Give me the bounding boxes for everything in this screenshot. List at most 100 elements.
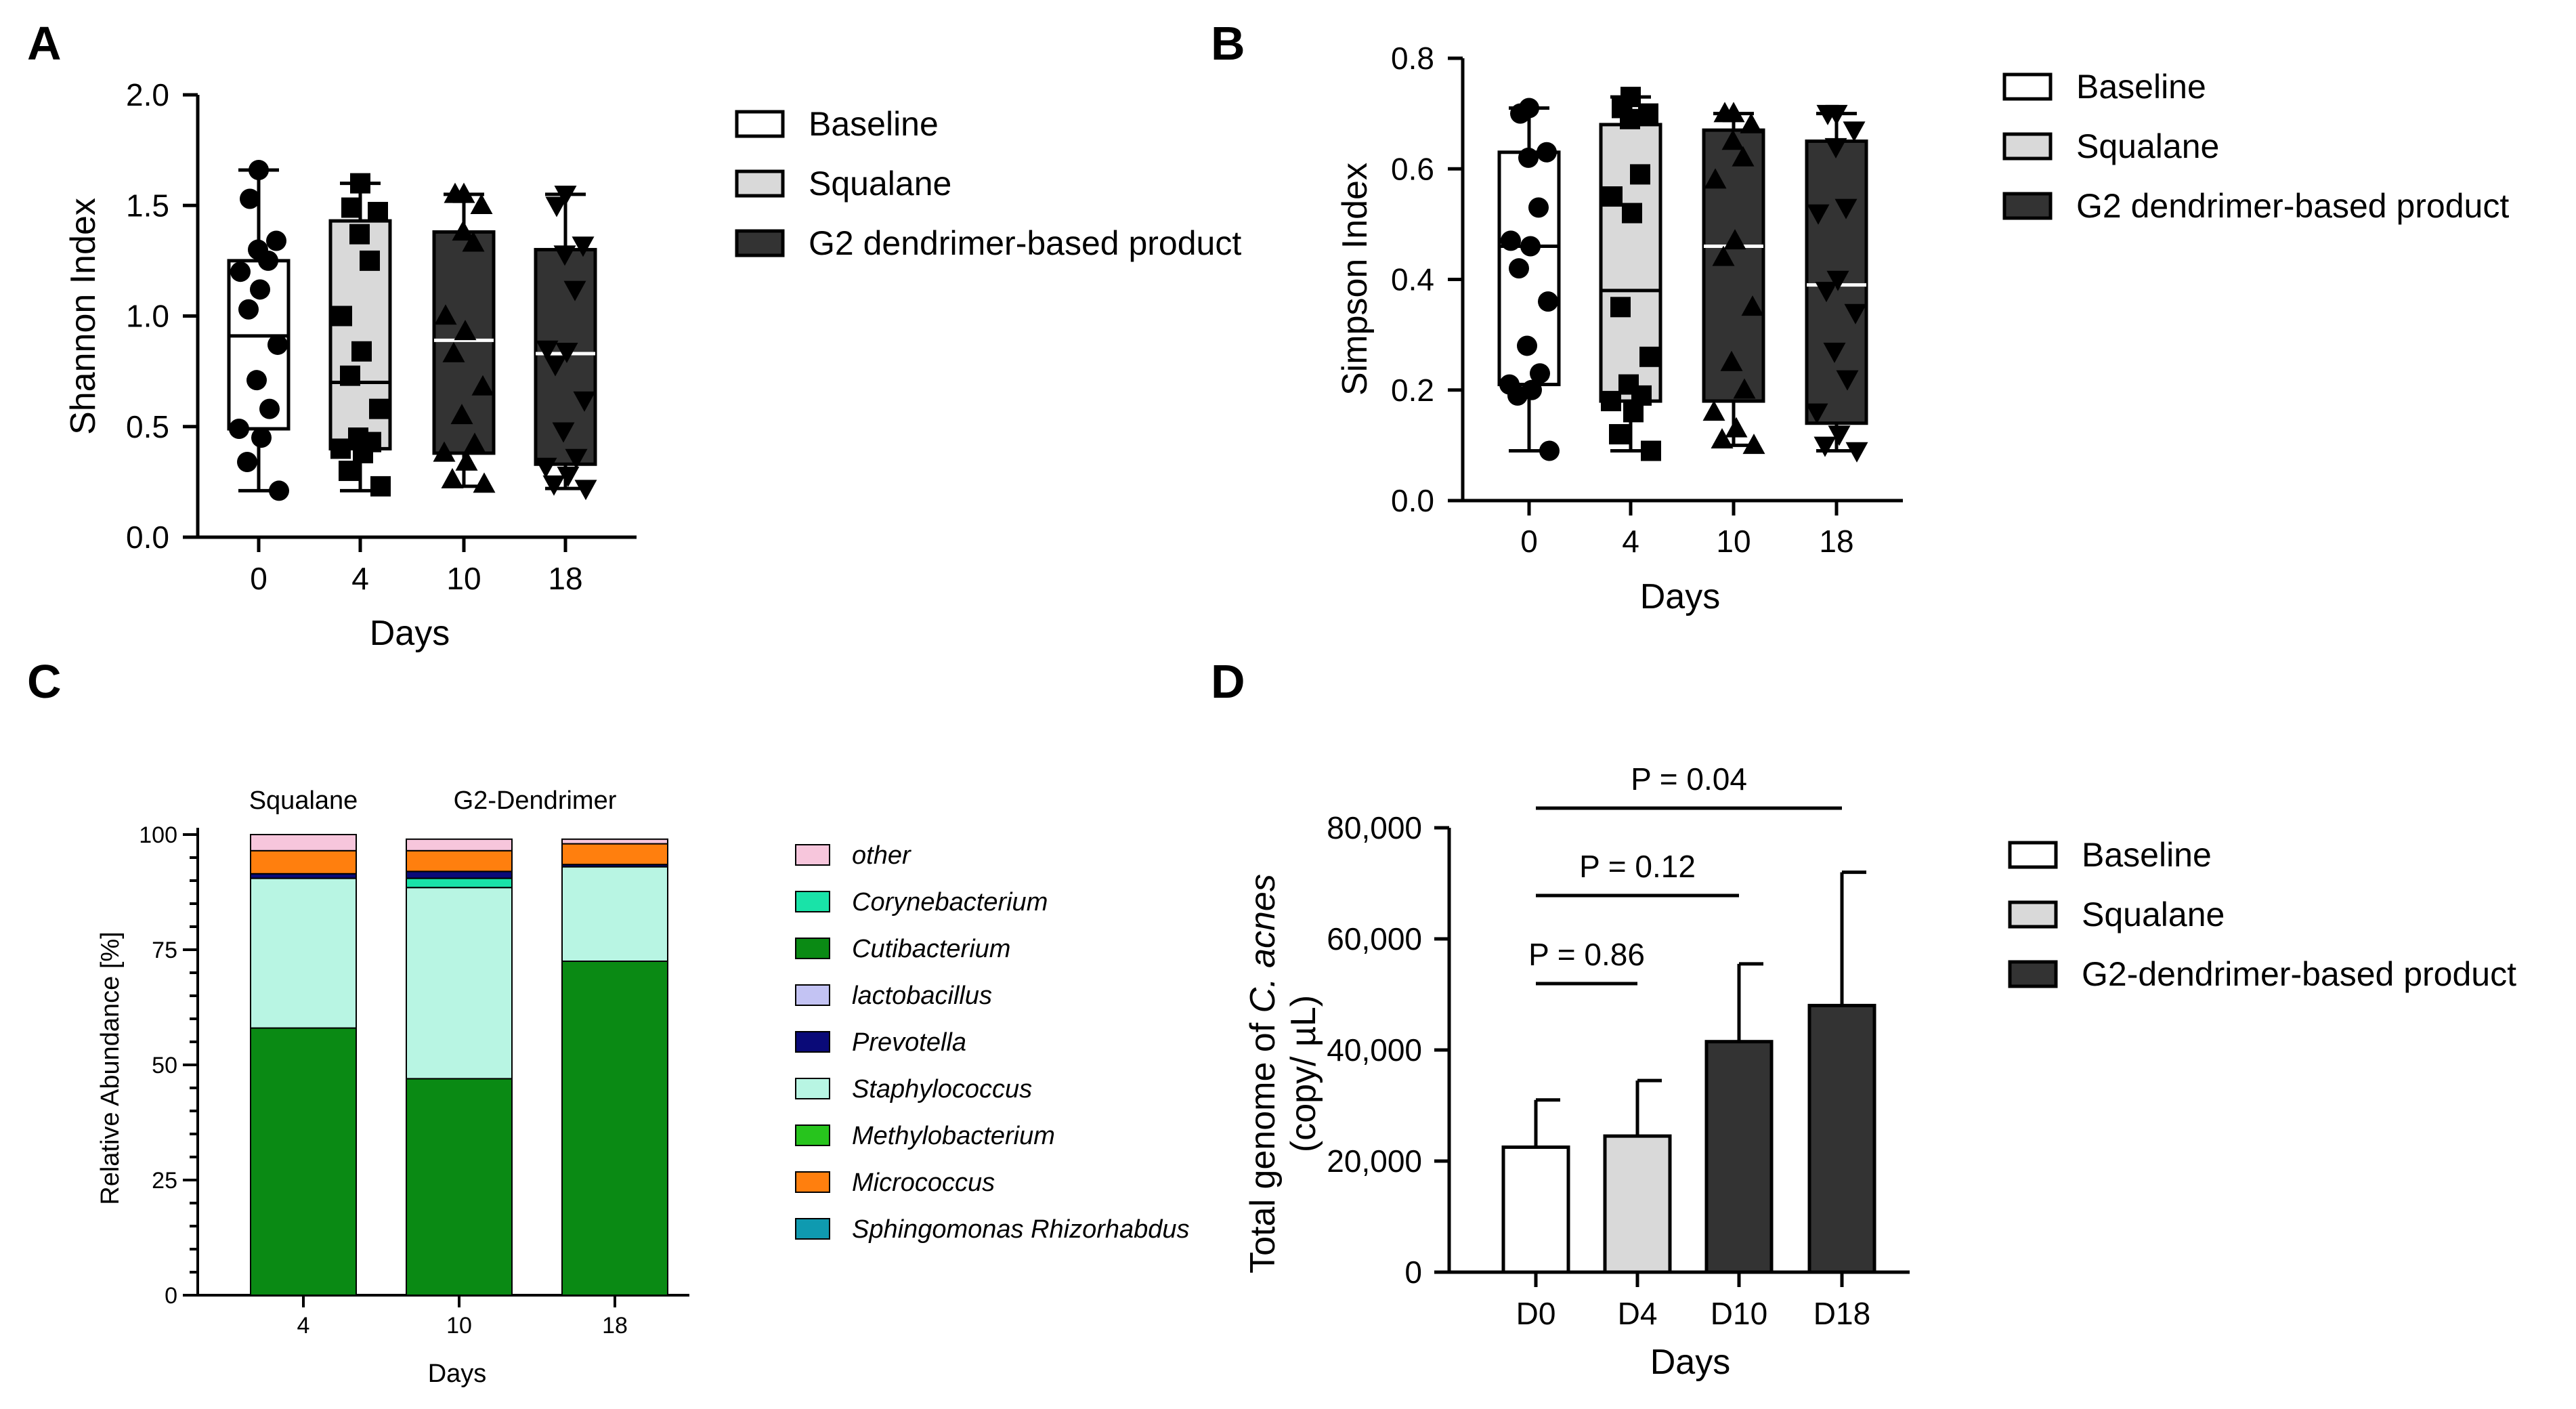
- panel-d-y-tick-label: 80,000: [1327, 810, 1422, 845]
- panel-letter-b: B: [1211, 17, 1245, 70]
- panel-c-bar-segment-micrococcus: [561, 843, 668, 866]
- panel-b-y-tick-label: 0.0: [1391, 483, 1434, 518]
- panel-a-legend-label-2: G2 dendrimer-based product: [809, 224, 1241, 262]
- panel-a-data-point: [433, 441, 456, 462]
- panel-b-y-axis-title: Simpson Index: [1335, 163, 1375, 396]
- panel-c-bar-segment-cutibacterium: [250, 1027, 357, 1296]
- panel-c-legend-label-4: Prevotella: [852, 1028, 966, 1057]
- panel-a-y-tick-label: 0.5: [126, 409, 169, 444]
- panel-a-data-point: [240, 188, 260, 209]
- panel-b-x-tick-label: 10: [1716, 524, 1751, 559]
- panel-a-data-point: [452, 220, 475, 241]
- panel-letter-d: D: [1211, 655, 1245, 708]
- panel-b-data-point: [1836, 370, 1859, 391]
- panel-a-data-point: [473, 472, 496, 493]
- panel-d-bar-d18: [1807, 1003, 1876, 1274]
- panel-d-x-tick-label: D10: [1711, 1296, 1767, 1331]
- panel-c-legend-key-3: [795, 984, 830, 1006]
- panel-d-y-axis-title-line2: (copy/ µL): [1284, 995, 1323, 1152]
- panel-c-bar-segment-cutibacterium: [561, 961, 668, 1296]
- panel-b-data-point: [1639, 346, 1660, 367]
- panel-d-legend-key-1: [2008, 900, 2058, 929]
- panel-b-data-point: [1528, 197, 1549, 218]
- panel-a-y-tick-label: 0.0: [126, 520, 169, 555]
- panel-b-y-tick-label: 0.8: [1391, 41, 1434, 76]
- panel-d-legend-key-2: [2008, 960, 2058, 988]
- panel-a-data-point: [246, 370, 267, 391]
- panel-b-legend-key-0: [2002, 72, 2053, 101]
- panel-b-data-point: [1805, 403, 1828, 424]
- panel-c-x-tick-label: 18: [602, 1313, 628, 1339]
- panel-b-data-point: [1501, 230, 1521, 251]
- panel-b-data-point: [1609, 424, 1629, 445]
- panel-b-data-point: [1610, 297, 1631, 318]
- panel-d-y-tick-label: 0: [1404, 1255, 1422, 1290]
- panel-b-data-point: [1507, 385, 1528, 406]
- panel-b-data-point: [1623, 402, 1644, 423]
- panel-a-data-point: [330, 438, 351, 459]
- panel-letter-a: A: [27, 17, 62, 70]
- panel-b-data-point: [1638, 103, 1658, 124]
- panel-a-data-point: [259, 398, 280, 419]
- panel-b-data-point: [1816, 104, 1839, 125]
- panel-c-legend-key-7: [795, 1171, 830, 1193]
- panel-b-data-point: [1641, 440, 1661, 461]
- panel-b-data-point: [1601, 391, 1621, 412]
- panel-a-data-point: [434, 304, 457, 325]
- panel-a-data-point: [368, 202, 388, 223]
- panel-letter-c: C: [27, 655, 62, 708]
- panel-a-data-point: [455, 450, 478, 471]
- panel-d-y-tick-label: 40,000: [1327, 1032, 1422, 1068]
- panel-a-data-point: [441, 467, 464, 488]
- panel-b-data-point: [1740, 112, 1763, 133]
- panel-c-y-tick-label: 50: [152, 1053, 177, 1078]
- panel-a-data-point: [555, 342, 578, 363]
- panel-a-legend: Baseline Squalane G2 dendrimer-based produ…: [735, 105, 1241, 262]
- panel-b-data-point: [1630, 164, 1650, 185]
- panel-a-legend-key-0: [735, 110, 785, 138]
- panel-b-data-point: [1602, 186, 1623, 207]
- panel-a-data-point: [353, 442, 373, 463]
- panel-a-data-point: [471, 375, 494, 396]
- panel-b-y-tick-label: 0.2: [1391, 373, 1434, 408]
- panel-a-x-tick-label: 0: [250, 561, 267, 596]
- panel-a-x-axis-title: Days: [370, 614, 450, 653]
- panel-b-box-plot: 0.0 0.2 0.4 0.6 0.8 0 4 10 18 Simpson Index Days…: [1335, 41, 2509, 616]
- panel-c-y-axis-title: Relative Abundance [%]: [96, 931, 125, 1205]
- panel-c-bar-segment-other: [406, 838, 513, 851]
- panel-b-data-point: [1712, 245, 1735, 266]
- panel-b-data-point: [1517, 335, 1537, 356]
- panel-a-box-plot: 0.0 0.5 1.0 1.5 2.0 0 4 10 18 Shannon Index Days…: [64, 77, 1241, 653]
- panel-b-legend-key-2: [2002, 192, 2053, 220]
- panel-a-data-point: [574, 480, 597, 501]
- panel-c-legend-key-1: [795, 891, 830, 912]
- panel-d-y-tick-label: 20,000: [1327, 1143, 1422, 1179]
- panel-b-data-point: [1721, 129, 1744, 150]
- panel-a-legend-key-2: [735, 229, 785, 257]
- panel-c-legend-label-5: Staphylococcus: [852, 1075, 1032, 1103]
- panel-a-data-point: [332, 306, 352, 327]
- panel-c-group-label-g2: G2-Dendrimer: [454, 786, 617, 815]
- panel-a-data-point: [340, 365, 360, 386]
- panel-b-data-point: [1807, 204, 1830, 225]
- panel-b-data-point: [1537, 142, 1557, 163]
- panel-b-x-tick-label: 18: [1819, 524, 1853, 559]
- panel-a-y-tick-label: 2.0: [126, 77, 169, 112]
- panel-c-legend-key-4: [795, 1031, 830, 1053]
- panel-c-bar-segment-micrococcus: [406, 849, 513, 872]
- panel-a-legend-key-1: [735, 169, 785, 198]
- panel-c-legend-label-2: Cutibacterium: [852, 935, 1010, 963]
- panel-a-data-point: [463, 432, 486, 453]
- panel-c-legend-label-0: other: [852, 841, 911, 870]
- panel-d-y-axis-title-prefix: Total genome of: [1243, 1013, 1283, 1273]
- panel-c-legend-key-6: [795, 1124, 830, 1146]
- panel-b-data-point: [1720, 350, 1743, 371]
- panel-b-x-axis-title: Days: [1640, 577, 1720, 616]
- panel-b-data-point: [1813, 436, 1837, 457]
- panel-c-legend-label-8: Sphingomonas Rhizorhabdus: [852, 1215, 1190, 1244]
- panel-b-data-point: [1622, 203, 1642, 224]
- panel-a-data-point: [536, 340, 559, 361]
- panel-a-data-point: [454, 320, 477, 341]
- panel-d-y-tick-label: 60,000: [1327, 921, 1422, 956]
- panel-a-data-point: [369, 398, 389, 419]
